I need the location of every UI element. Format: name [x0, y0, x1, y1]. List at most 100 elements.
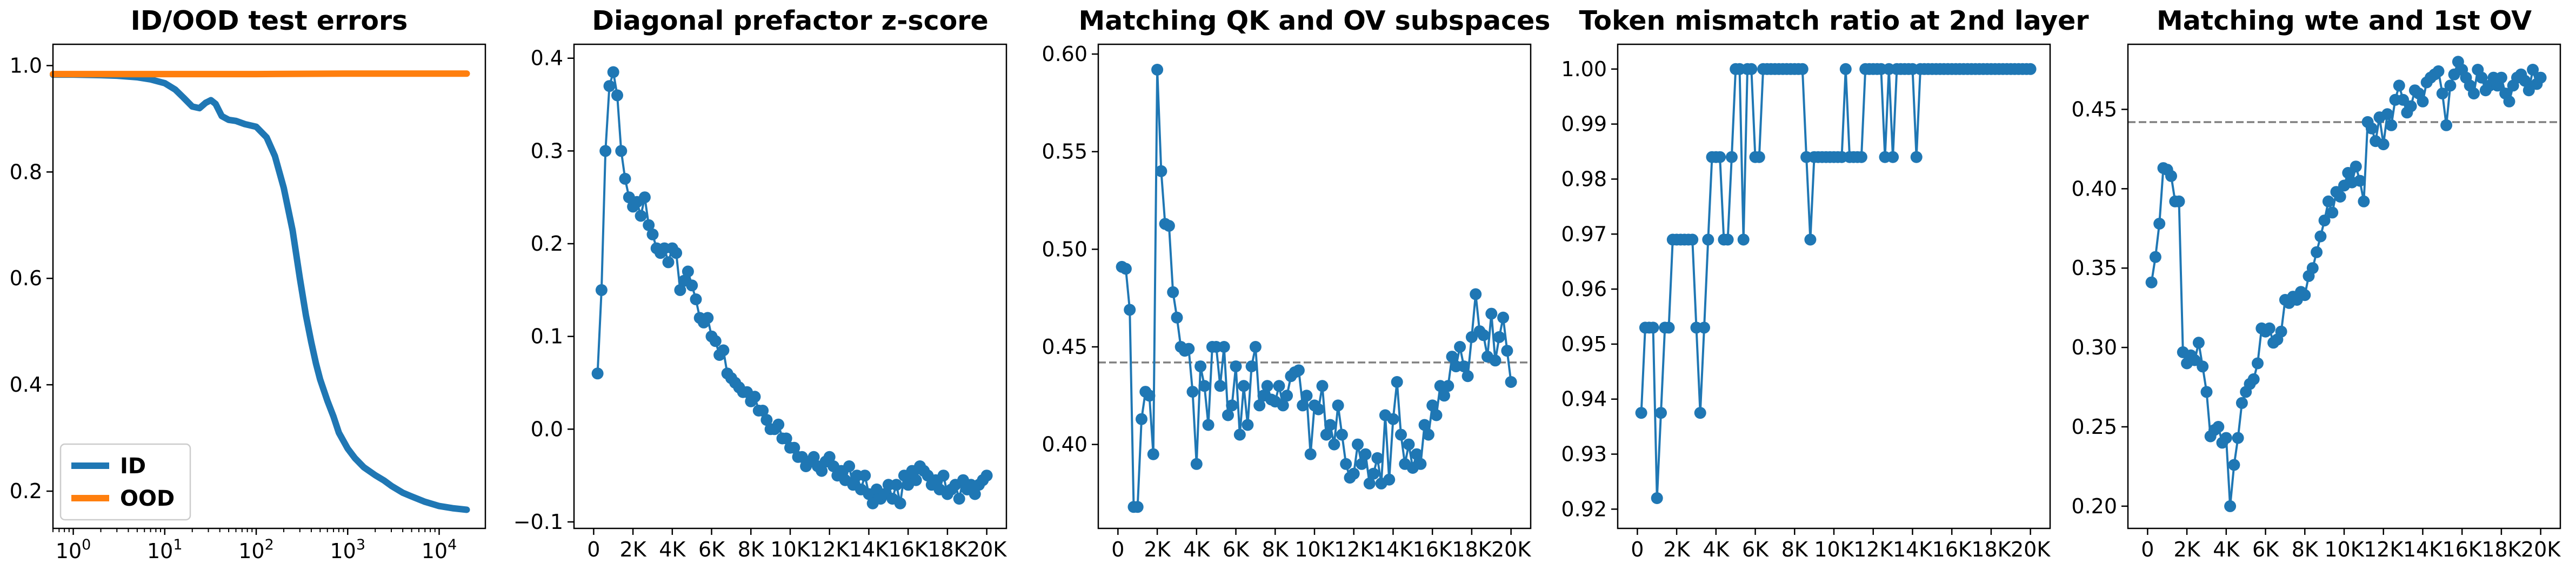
panel-3-data-point — [1363, 477, 1376, 489]
panel-5-data-point — [2173, 195, 2185, 207]
panel-5-data-point — [2326, 206, 2339, 219]
panel-2-xtick-label: 2K — [620, 538, 647, 561]
panel-5-data-point — [2534, 71, 2547, 84]
panel-4-data-point — [1663, 321, 1675, 334]
panel-3-data-point — [1332, 399, 1344, 412]
panel-3-xtick-label: 12K — [1334, 538, 1374, 561]
panel-3-data-point — [1131, 501, 1144, 513]
panel-3-data-point — [1430, 409, 1443, 421]
panel-1-ytick-label: 0.6 — [10, 266, 42, 290]
panel-3-data-point — [1136, 413, 1147, 425]
panel-3-data-point — [1186, 386, 1199, 398]
panel-4-data-point — [1753, 151, 1765, 163]
panel-4-ytick-label: 0.99 — [1561, 112, 1607, 136]
panel-4-xtick-label: 20K — [2011, 538, 2051, 561]
panel-3-data-point — [1367, 467, 1380, 480]
panel-3-data-point — [1383, 473, 1396, 486]
panel-1-legend: ID OOD — [59, 443, 191, 521]
panel-3-data-point — [1485, 307, 1498, 320]
panel-3-plot: 0.40 0.45 0.50 0.55 0.60 0 2K 4K 6K 8K 10K 12K 14K 16… — [1042, 42, 1531, 561]
panel-3-data-point — [1304, 448, 1317, 460]
panel-3-data-point — [1352, 438, 1364, 451]
panel-2-ytick-label: 0.1 — [531, 325, 563, 348]
panel-3-data-point — [1151, 64, 1164, 76]
panel-2-data-point — [646, 228, 659, 240]
panel-1-title: ID/OOD test errors — [131, 5, 408, 36]
panel-5-ytick-label: 0.40 — [2071, 177, 2117, 200]
panel-4-data-point — [1686, 233, 1699, 246]
panel-3-data-point — [1501, 345, 1513, 357]
panel-5-data-point — [2306, 262, 2319, 274]
panel-4-ytick-label: 0.95 — [1561, 332, 1607, 356]
panel-3-data-point — [1167, 286, 1179, 298]
panel-3-ytick-label: 0.40 — [1042, 433, 1087, 457]
panel-3-data-point — [1297, 399, 1309, 412]
panel-4-data-point — [1655, 407, 1667, 419]
panel-5-data-point — [2417, 95, 2429, 108]
panel-3-data-point — [1281, 390, 1293, 402]
panel-5-data-point — [2468, 88, 2480, 100]
panel-3-data-point — [1261, 380, 1273, 392]
panel-5-data-point — [2444, 79, 2457, 92]
panel-5-data-point — [2527, 64, 2539, 76]
panel-2-data-point — [772, 418, 785, 431]
panel-2-data-point — [607, 66, 619, 78]
panel-2-data-point — [890, 479, 903, 491]
panel-2-data-point — [894, 497, 906, 509]
panel-4-xtick-label: 2K — [1664, 538, 1691, 561]
panel-3-data-point — [1477, 329, 1490, 341]
panel-3-data-point — [1328, 438, 1340, 451]
panel-3-xtick-label: 6K — [1223, 538, 1250, 561]
panel-5-data-point — [2299, 289, 2311, 301]
panel-3-data-point — [1163, 220, 1175, 232]
panel-2-data-point — [619, 172, 631, 185]
panel-5-data-point — [2145, 276, 2158, 289]
panel-5-data-point — [2192, 337, 2205, 349]
panel-1-ytick-label: 0.8 — [10, 160, 42, 184]
panel-3-data-point — [1470, 288, 1482, 300]
panel-5-data-point — [2475, 71, 2488, 84]
legend-id-label: ID — [120, 454, 146, 479]
panel-3-ytick-label: 0.60 — [1042, 42, 1087, 66]
panel-3-data-point — [1359, 448, 1372, 460]
panel-2-ytick-label: 0.2 — [531, 232, 563, 256]
panel-3-data-point — [1438, 390, 1450, 402]
panel-2-data-point — [816, 465, 828, 477]
panel-2-data-point — [749, 391, 761, 403]
panel-2-data-point — [702, 312, 714, 324]
panel-2-data-point — [823, 451, 836, 463]
panel-5-data-point — [2322, 195, 2334, 207]
panel-3-data-point — [1489, 354, 1501, 367]
panel-5-data-point — [2200, 386, 2213, 398]
panel-4-data-point — [1721, 233, 1734, 246]
legend-ood-label: OOD — [120, 486, 175, 511]
panel-2-data-point — [969, 488, 981, 500]
panel-3-xtick-label: 16K — [1413, 538, 1453, 561]
panel-3-data-point — [1493, 331, 1505, 343]
panel-5-data-point — [2377, 138, 2390, 151]
panel-5-data-point — [2495, 71, 2507, 84]
panel-5-title: Matching wte and 1st OV — [2157, 5, 2532, 36]
panel-4-ytick-label: 0.96 — [1561, 277, 1607, 301]
panel-3-xtick-label: 8K — [1262, 538, 1289, 561]
panel-3-data-point — [1461, 370, 1474, 383]
panel-3-data-point — [1202, 419, 1214, 431]
panel-id-ood-errors: ID/OOD test errors 0.2 0.4 0.6 0.8 1.0 100 101… — [10, 5, 486, 563]
panel-3-data-point — [1371, 452, 1384, 464]
panel-2-xtick-label: 18K — [927, 538, 967, 561]
panel-3-data-point — [1497, 311, 1510, 324]
panel-3-data-point — [1426, 399, 1439, 412]
panel-4-data-point — [1737, 233, 1750, 246]
panel-4-data-point — [1745, 63, 1758, 75]
panel-3-xtick-label: 14K — [1373, 538, 1413, 561]
panel-3-data-point — [1316, 380, 1329, 392]
panel-3-data-point — [1340, 458, 1352, 470]
panel-3-xtick-label: 10K — [1294, 538, 1334, 561]
panel-3-data-point — [1230, 360, 1242, 373]
panel-3-data-point — [1119, 263, 1132, 275]
panel-5-ytick-label: 0.45 — [2071, 97, 2117, 121]
panel-2-data-point — [980, 470, 993, 482]
panel-2-data-point — [717, 344, 730, 357]
panel-4-data-point — [1698, 321, 1710, 334]
panel-3-data-point — [1183, 343, 1195, 355]
